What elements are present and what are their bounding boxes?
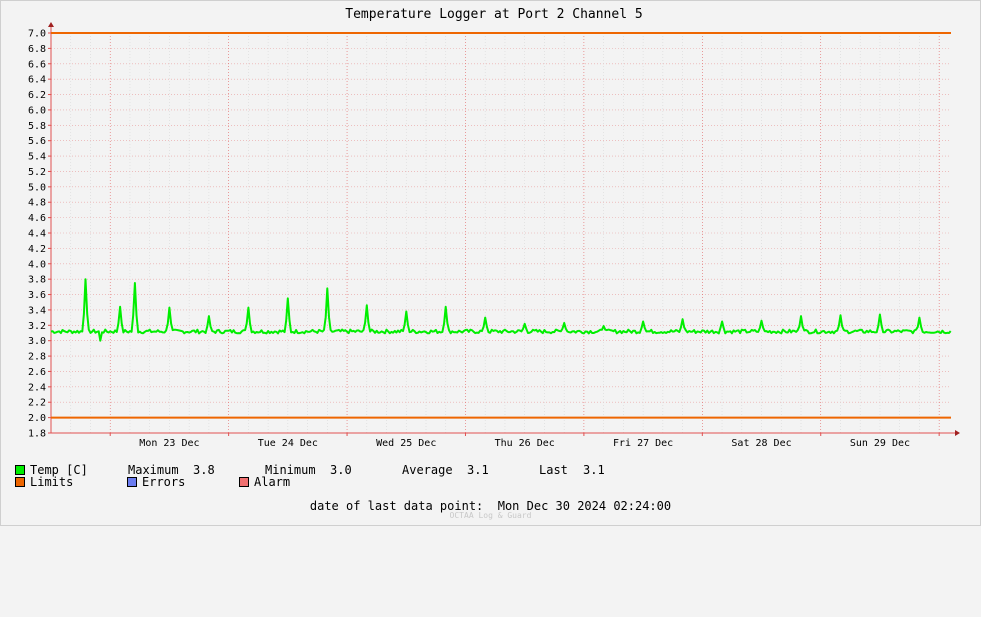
y-tick-label: 2.4 [28,382,46,393]
last-data-point-value: Mon Dec 30 2024 02:24:00 [497,499,672,513]
legend-swatch-limits [15,477,25,487]
stat-minimum-label: Minimum [265,463,316,477]
y-tick-label: 6.4 [28,75,46,86]
legend-row-stats: Temp [C] Maximum 3.8 Minimum 3.0 Average… [15,463,975,477]
legend-label-errors: Errors [142,475,186,489]
x-tick-label: Mon 23 Dec [139,438,199,449]
temperature-series [50,278,952,342]
y-tick-label: 5.8 [28,121,46,132]
y-axis-arrow [48,22,54,27]
x-tick-label: Wed 25 Dec [376,438,436,449]
stat-last-value: 3.1 [583,463,605,477]
legend-label-alarm: Alarm [254,475,291,489]
last-data-point: date of last data point: Mon Dec 30 2024… [0,499,981,513]
y-tick-label: 4.0 [28,259,46,270]
y-tick-label: 4.2 [28,244,46,255]
y-tick-label: 4.8 [28,198,46,209]
stat-maximum-label: Maximum [128,463,179,477]
y-tick-label: 3.6 [28,290,46,301]
y-tick-label: 2.2 [28,398,46,409]
watermark: OCTAA Log & Guard [449,511,532,520]
y-tick-label: 6.6 [28,59,46,70]
legend-swatch-alarm [239,477,249,487]
y-tick-label: 4.6 [28,213,46,224]
y-tick-label: 5.4 [28,152,46,163]
x-tick-label: Fri 27 Dec [613,438,673,449]
legend-label-temp: Temp [C] [30,463,88,477]
y-tick-label: 3.4 [28,305,46,316]
y-tick-label: 2.6 [28,367,46,378]
chart-title: Temperature Logger at Port 2 Channel 5 [345,7,642,22]
stat-average-value: 3.1 [467,463,489,477]
y-tick-label: 3.8 [28,275,46,286]
axes: 1.8 2.0 2.2 2.4 2.6 2.8 3.0 3.2 3.4 3.6 3.8 4.0 4.2 4… [28,22,960,449]
y-tick-label: 4.4 [28,229,46,240]
y-tick-label: 7.0 [28,29,46,40]
temperature-line [50,278,952,342]
stat-minimum-value: 3.0 [330,463,352,477]
y-tick-label: 3.0 [28,336,46,347]
limit-lines [51,32,951,419]
legend-swatch-errors [127,477,137,487]
stat-maximum-value: 3.8 [193,463,215,477]
y-tick-label: 5.2 [28,167,46,178]
y-tick-label: 2.8 [28,352,46,363]
y-tick-label: 6.2 [28,90,46,101]
y-tick-label: 5.6 [28,136,46,147]
last-data-point-label: date of last data point: [309,499,484,513]
y-tick-label: 5.0 [28,182,46,193]
x-tick-label: Sat 28 Dec [731,438,791,449]
x-axis-arrow [955,430,960,436]
y-tick-label: 1.8 [28,429,46,440]
grid [50,32,951,434]
x-tick-label: Tue 24 Dec [258,438,318,449]
legend-label-limits: Limits [30,475,74,489]
legend-row-markers: Limits Errors Alarm [15,475,415,489]
legend-swatch-temp [15,465,25,475]
y-tick-label: 6.8 [28,44,46,55]
x-tick-label: Thu 26 Dec [495,438,555,449]
x-tick-label: Sun 29 Dec [850,438,910,449]
stat-average-label: Average [402,463,453,477]
y-tick-label: 3.2 [28,321,46,332]
chart-canvas: Temperature Logger at Port 2 Channel 5 1… [28,7,960,449]
y-tick-label: 6.0 [28,105,46,116]
y-tick-label: 2.0 [28,413,46,424]
stat-last-label: Last [539,463,568,477]
